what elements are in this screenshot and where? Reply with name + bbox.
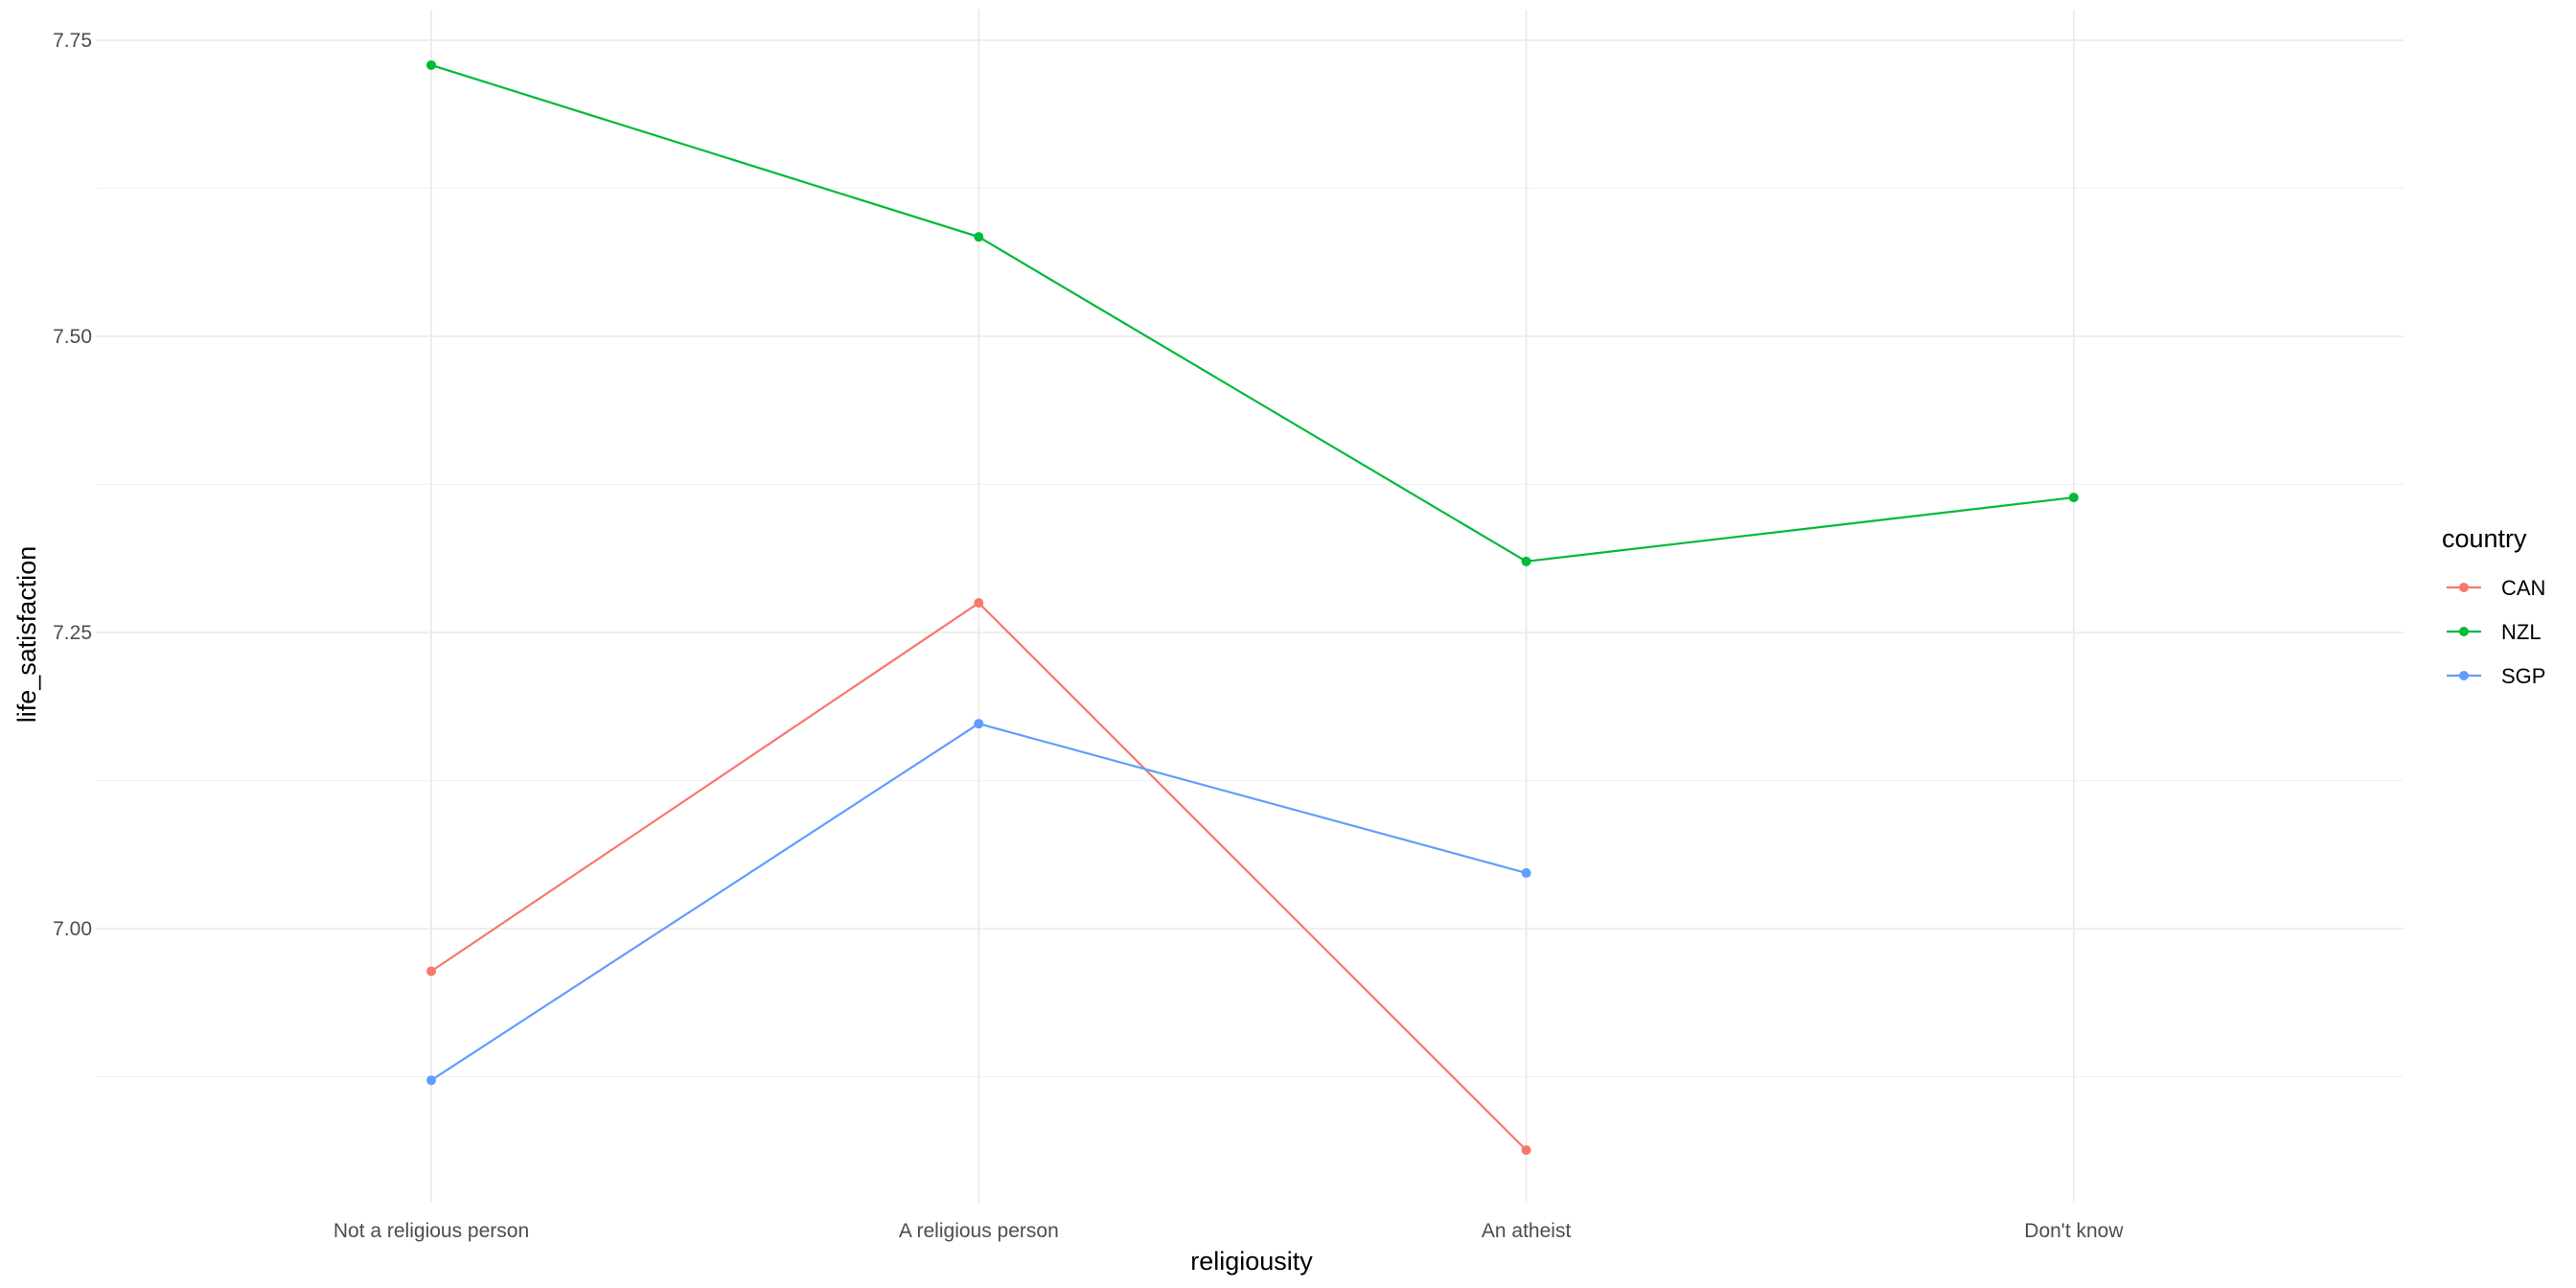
data-point-sgp [1521, 867, 1531, 878]
y-tick-label: 7.50 [53, 326, 92, 348]
data-point-can [974, 598, 984, 609]
data-point-nzl [2068, 493, 2079, 503]
legend-key-point-can [2459, 583, 2469, 592]
legend: country CAN NZL SGP [2442, 524, 2545, 688]
x-tick-label: Don't know [2024, 1220, 2124, 1242]
y-tick-label: 7.25 [53, 622, 92, 644]
minor-gridlines [96, 187, 2404, 1078]
data-point-nzl [974, 232, 984, 242]
y-axis-title: life_satisfaction [12, 546, 41, 724]
x-axis-tick-labels: Not a religious person A religious person… [334, 1220, 2124, 1242]
series-line-nzl [430, 63, 2075, 563]
legend-label: CAN [2501, 576, 2545, 600]
y-axis-tick-labels: 7.00 7.25 7.50 7.75 [53, 30, 92, 940]
legend-key-point-nzl [2459, 627, 2469, 636]
legend-items: CAN NZL SGP [2447, 576, 2545, 688]
legend-title: country [2442, 524, 2527, 553]
legend-label: NZL [2501, 620, 2542, 644]
data-point-can [426, 966, 436, 977]
data-point-nzl [426, 59, 436, 70]
y-tick-label: 7.75 [53, 30, 92, 52]
series-points [426, 59, 2079, 1156]
x-tick-label: Not a religious person [334, 1220, 529, 1242]
data-point-can [1521, 1145, 1531, 1156]
major-gridlines [96, 10, 2404, 1203]
x-axis-title: religiousity [1190, 1247, 1313, 1276]
x-tick-label: A religious person [899, 1220, 1059, 1242]
data-point-sgp [974, 719, 984, 729]
data-point-sgp [426, 1075, 436, 1086]
legend-label: SGP [2501, 664, 2545, 688]
y-tick-label: 7.00 [53, 918, 92, 940]
x-tick-label: An atheist [1482, 1220, 1572, 1242]
series-lines [430, 63, 2075, 1151]
legend-key-point-sgp [2459, 671, 2469, 680]
data-point-nzl [1521, 556, 1531, 566]
